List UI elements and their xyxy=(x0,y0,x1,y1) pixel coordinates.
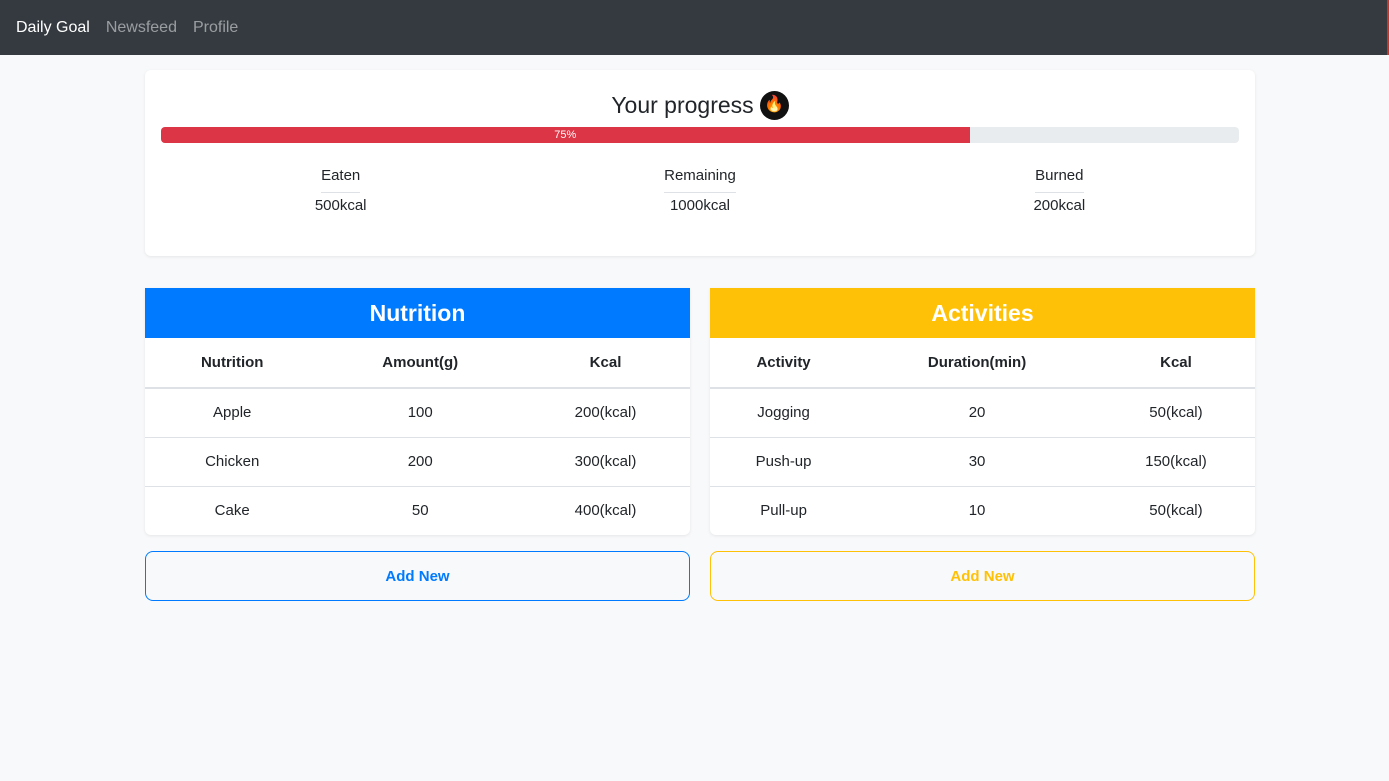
table-cell: Push-up xyxy=(710,436,858,486)
top-navbar: Daily Goal Newsfeed Profile xyxy=(0,0,1389,55)
table-cell: 300(kcal) xyxy=(521,436,690,486)
table-cell: 10 xyxy=(857,485,1097,535)
activities-panel: Activities Activity Duration(min) Kcal J… xyxy=(710,288,1255,535)
table-cell: 200 xyxy=(319,436,522,486)
column-header: Nutrition xyxy=(145,338,320,389)
column-header: Activity xyxy=(710,338,858,389)
nutrition-panel: Nutrition Nutrition Amount(g) Kcal Apple… xyxy=(145,288,690,535)
nutrition-column: Nutrition Nutrition Amount(g) Kcal Apple… xyxy=(145,288,690,601)
nav-newsfeed[interactable]: Newsfeed xyxy=(105,18,177,36)
progress-percent-label: 75% xyxy=(554,129,577,141)
table-header-row: Nutrition Amount(g) Kcal xyxy=(145,338,690,389)
stat-burned: Burned 200kcal xyxy=(880,167,1239,214)
activities-column: Activities Activity Duration(min) Kcal J… xyxy=(710,288,1255,601)
nutrition-header: Nutrition xyxy=(145,288,690,338)
calorie-stats: Eaten 500kcal Remaining 1000kcal Burned … xyxy=(161,167,1239,214)
table-cell: 30 xyxy=(857,436,1097,486)
table-cell: Jogging xyxy=(757,404,810,422)
table-cell: 20 xyxy=(968,404,986,422)
table-row: Chicken 200 300(kcal) xyxy=(145,436,690,486)
column-header: Amount(g) xyxy=(319,338,522,389)
nav-daily-goal[interactable]: Daily Goal xyxy=(16,18,90,36)
column-header: Duration(min) xyxy=(857,338,1097,389)
stat-value: 200kcal xyxy=(1033,197,1086,214)
table-cell: 50 xyxy=(319,485,522,535)
stat-label: Eaten xyxy=(321,167,361,193)
progress-title: Your progress xyxy=(611,91,754,118)
add-activity-button[interactable]: Add New xyxy=(710,551,1255,601)
table-header-row: Activity Duration(min) Kcal xyxy=(710,338,1255,389)
column-header: Kcal xyxy=(1096,338,1255,389)
activities-table: Activity Duration(min) Kcal Jogging 20 5… xyxy=(710,338,1255,535)
table-row: Pull-up 10 50(kcal) xyxy=(710,485,1255,535)
table-cell: 100 xyxy=(407,404,433,422)
table-cell: 200(kcal) xyxy=(574,404,637,422)
table-cell: 50(kcal) xyxy=(1149,404,1203,422)
table-row: Push-up 30 150(kcal) xyxy=(710,436,1255,486)
progress-bar: 75% xyxy=(161,127,1239,143)
table-row: Apple 100 200(kcal) xyxy=(145,388,690,437)
add-nutrition-button[interactable]: Add New xyxy=(145,551,690,601)
stat-label: Burned xyxy=(1035,167,1084,193)
activities-header: Activities xyxy=(710,288,1255,338)
nav-profile[interactable]: Profile xyxy=(192,18,239,36)
table-cell: 400(kcal) xyxy=(521,485,690,535)
tables-row: Nutrition Nutrition Amount(g) Kcal Apple… xyxy=(145,288,1255,601)
progress-bar-fill: 75% xyxy=(161,127,970,143)
stat-remaining: Remaining 1000kcal xyxy=(520,167,879,214)
table-cell: Chicken xyxy=(145,436,320,486)
stat-value: 1000kcal xyxy=(669,197,731,214)
progress-card: Your progress 🔥 75% Eaten 500kcal Remain… xyxy=(145,70,1255,256)
nutrition-table: Nutrition Amount(g) Kcal Apple 100 200(k… xyxy=(145,338,690,535)
stat-label: Remaining xyxy=(664,167,736,193)
table-cell: 150(kcal) xyxy=(1096,436,1255,486)
stat-value: 500kcal xyxy=(314,197,367,214)
table-cell: Cake xyxy=(145,485,320,535)
table-row: Cake 50 400(kcal) xyxy=(145,485,690,535)
table-cell: Apple xyxy=(213,404,252,422)
table-cell: 50(kcal) xyxy=(1096,485,1255,535)
stat-eaten: Eaten 500kcal xyxy=(161,167,520,214)
fire-icon: 🔥 xyxy=(759,90,789,120)
table-row: Jogging 20 50(kcal) xyxy=(710,388,1255,437)
main-container: Your progress 🔥 75% Eaten 500kcal Remain… xyxy=(145,70,1255,601)
table-cell: Pull-up xyxy=(710,485,858,535)
column-header: Kcal xyxy=(521,338,690,389)
progress-title-row: Your progress 🔥 xyxy=(161,88,1239,122)
